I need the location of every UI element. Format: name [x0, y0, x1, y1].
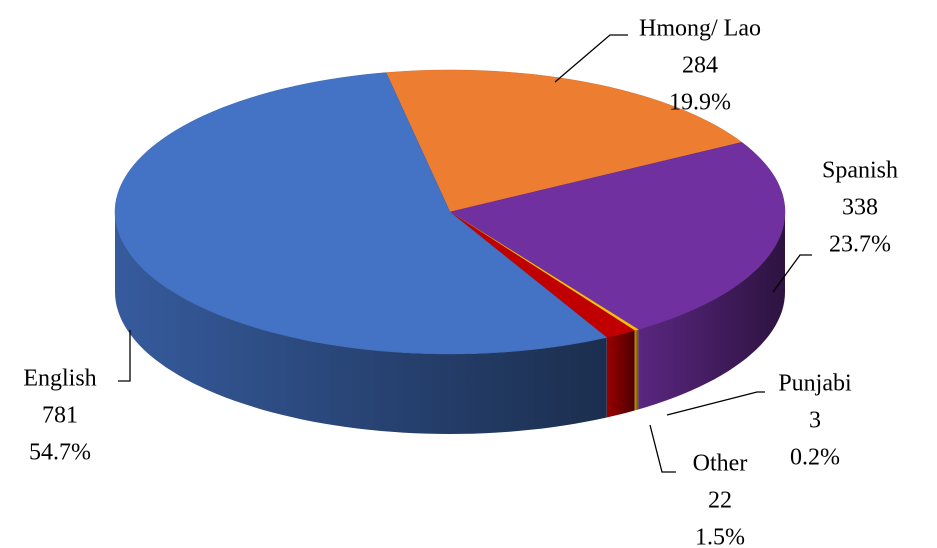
slice-side [606, 330, 635, 418]
slice-side [115, 212, 607, 434]
slice [449, 142, 786, 410]
slice [449, 211, 636, 418]
slice-label-percent: 19.9% [669, 90, 731, 116]
slice-side [638, 212, 785, 410]
slice-label-percent: 54.7% [29, 440, 91, 466]
slice-label-name: Punjabi [778, 371, 852, 397]
slice-label-value: 284 [682, 53, 718, 79]
slice-side [634, 329, 639, 411]
slice-label-value: 22 [708, 488, 732, 514]
pie [114, 69, 786, 434]
leader-line [772, 254, 812, 293]
leader-line [666, 391, 765, 416]
slice-label-name: Other [693, 451, 748, 477]
slice-top [385, 69, 743, 213]
slice-label-percent: 0.2% [790, 445, 840, 471]
slice [114, 72, 608, 434]
slice-label-percent: 1.5% [695, 525, 745, 548]
leader-line [649, 424, 676, 473]
slice-label-value: 338 [842, 195, 878, 221]
slice-top [114, 72, 608, 355]
slice-label-value: 3 [809, 408, 821, 434]
slice-label-value: 781 [42, 403, 78, 429]
slice [385, 69, 743, 213]
slice-top [449, 142, 786, 330]
slice-label-name: Hmong/ Lao [639, 16, 761, 42]
leader-line [118, 330, 131, 382]
slice-label-percent: 23.7% [829, 232, 891, 258]
slice-label-name: Spanish [822, 158, 898, 184]
slice-label-name: English [23, 366, 96, 392]
leader-line [554, 34, 628, 83]
